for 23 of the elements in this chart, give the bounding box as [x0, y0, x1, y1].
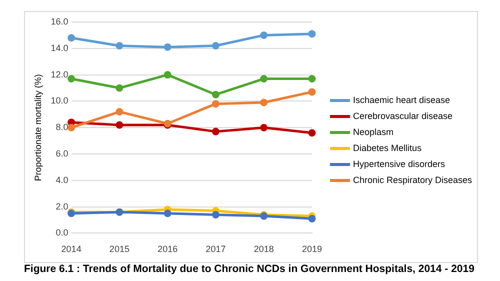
x-tick-label: 2016 — [158, 244, 178, 254]
y-tick-label: 12.0 — [50, 69, 68, 80]
legend-label: Cerebrovascular disease — [353, 111, 453, 121]
x-tick-label: 2014 — [61, 244, 82, 254]
legend-label: Ischaemic heart disease — [353, 95, 450, 105]
y-tick-label: 4.0 — [56, 174, 68, 185]
y-axis-title: Proportionate mortality (%) — [32, 74, 43, 182]
y-tick-label: 0.0 — [56, 228, 68, 238]
x-tick-label: 2019 — [302, 244, 322, 254]
legend-label: Neoplasm — [353, 127, 394, 137]
y-tick-label: 2.0 — [56, 201, 68, 212]
caption: Figure 6.1 : Trends of Mortality due to Chronic NCDs in Government Hospitals, 2014 - 2019 — [24, 263, 474, 275]
y-tick-label: 6.0 — [56, 148, 68, 158]
y-tick-label: 16.0 — [50, 16, 68, 26]
y-tick-label: 14.0 — [50, 42, 68, 53]
x-tick-label: 2015 — [109, 244, 130, 254]
legend-label: Hypertensive disorders — [353, 159, 446, 169]
y-tick-label: 10.0 — [50, 96, 68, 106]
legend-label: Diabetes Mellitus — [353, 143, 422, 153]
legend-label: Chronic Respiratory Diseases — [353, 175, 472, 185]
y-tick-label: 8.0 — [56, 122, 68, 132]
x-tick-label: 2018 — [254, 244, 274, 254]
x-tick-label: 2017 — [206, 244, 226, 254]
